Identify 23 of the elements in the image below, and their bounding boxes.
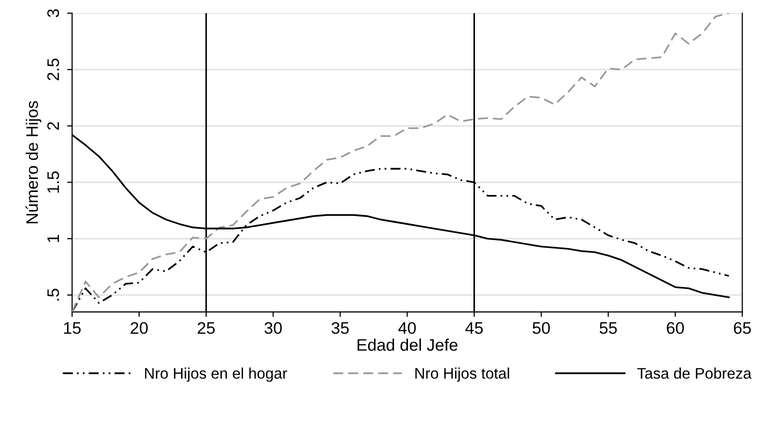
y-tick-label: .5 [47,288,60,300]
x-tick-label: 65 [734,322,751,334]
y-tick-label: 1 [47,234,59,242]
legend-label: Nro Hijos en el hogar [145,368,288,382]
x-tick-label: 15 [64,322,81,334]
y-tick-label: 2 [47,122,59,130]
x-axis-title: Edad del Jefe [358,338,458,351]
y-tick-label: 2.5 [47,58,60,80]
y-tick-label: 3 [47,9,60,18]
x-tick-label: 25 [198,322,215,334]
x-tick-label: 50 [532,322,550,334]
x-tick-label: 35 [332,322,349,334]
y-tick-label: 1.5 [47,171,60,193]
line-series [72,13,730,312]
x-tick-label: 45 [465,322,483,334]
x-tick-label: 30 [264,322,282,334]
x-tick-label: 60 [666,322,684,334]
legend-label: Tasa de Pobreza [637,368,752,379]
x-tick-label: 40 [398,322,416,334]
x-tick-label: 55 [600,322,617,334]
legend-label: Nro Hijos total [415,368,510,382]
x-tick-label: 20 [130,322,148,334]
y-axis-title: Número de Hijos [26,101,42,224]
